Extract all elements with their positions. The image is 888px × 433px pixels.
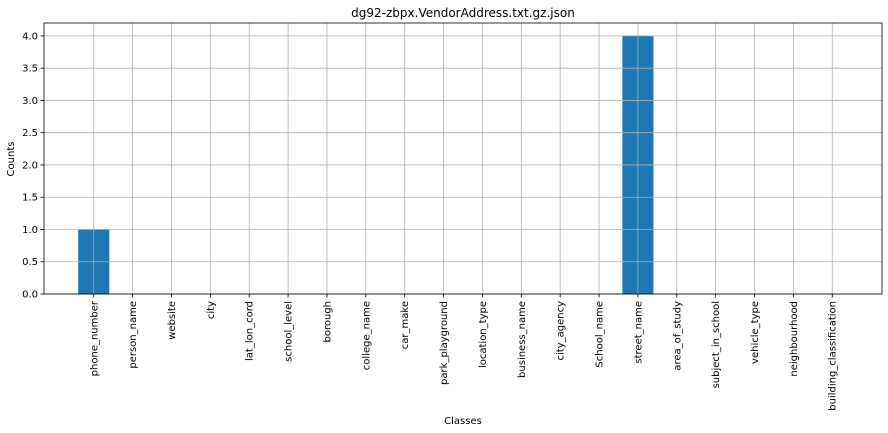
- y-axis-title: Counts: [6, 142, 17, 177]
- x-tick-label: business_name: [517, 301, 528, 378]
- x-axis-title: Classes: [444, 416, 482, 427]
- bars: [78, 35, 654, 295]
- x-tick-label: area_of_study: [672, 301, 683, 371]
- y-tick-label: 1.0: [22, 225, 38, 236]
- y-tick-label: 4.0: [22, 31, 38, 42]
- y-tick-label: 3.5: [22, 64, 38, 75]
- y-tick-label: 1.5: [22, 193, 38, 204]
- plot-frame: [43, 22, 883, 295]
- x-tick-label: location_type: [478, 301, 489, 368]
- x-tick-label: School_name: [595, 301, 606, 368]
- y-axis-ticks: 0.0 0.5 1.0 1.5 2.0 2.5 3.0 3.5 4.0: [22, 31, 44, 301]
- x-tick-label: city: [206, 301, 217, 319]
- x-tick-label: borough: [322, 301, 333, 343]
- x-tick-label: park_playground: [439, 301, 450, 385]
- grid-lines: [44, 23, 882, 295]
- x-tick-label: neighbourhood: [789, 301, 800, 377]
- y-tick-label: 3.0: [22, 96, 38, 107]
- x-axis-ticks: phone_number person_name website city lat_lo…: [89, 294, 839, 411]
- x-tick-label: school_level: [284, 301, 295, 362]
- y-tick-label: 0.0: [22, 290, 38, 301]
- x-tick-label: lat_lon_cord: [245, 301, 256, 361]
- x-tick-label: vehicle_type: [750, 301, 761, 364]
- x-tick-label: car_make: [400, 301, 411, 349]
- x-tick-label: city_agency: [556, 301, 567, 361]
- x-tick-label: subject_in_school: [711, 301, 722, 388]
- chart-title: dg92-zbpx.VendorAddress.txt.gz.json: [351, 6, 575, 20]
- x-tick-label: street_name: [633, 301, 644, 364]
- x-tick-label: website: [167, 301, 178, 340]
- x-tick-label: building_classification: [828, 301, 839, 411]
- y-tick-label: 2.5: [22, 128, 38, 139]
- y-tick-label: 0.5: [22, 257, 38, 268]
- y-tick-label: 2.0: [22, 160, 38, 171]
- x-tick-label: phone_number: [89, 300, 100, 376]
- x-tick-label: college_name: [361, 301, 372, 370]
- x-tick-label: person_name: [128, 301, 139, 369]
